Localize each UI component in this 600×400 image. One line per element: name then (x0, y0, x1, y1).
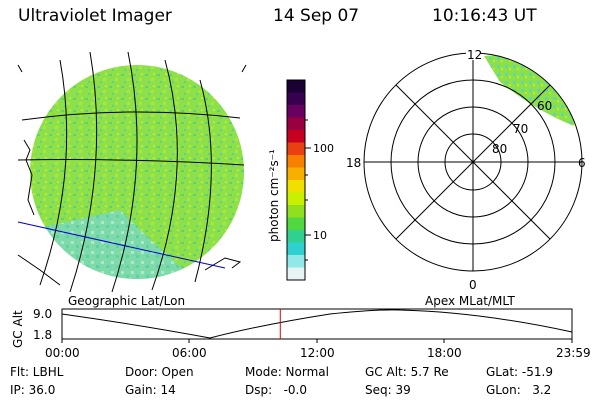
status-dsp: Dsp: -0.0 (245, 383, 308, 397)
colorbar-ticks (305, 119, 311, 261)
colorbar-swatch (287, 267, 305, 281)
altitude-y-bottom: 1.8 (33, 328, 52, 342)
altitude-x-ticks (61, 339, 573, 343)
status-gain: Gain: 14 (125, 383, 176, 397)
polar-mlt-plot: 12 18 6 0 60 70 80 (346, 48, 586, 292)
date-label: 14 Sep 07 (273, 6, 360, 26)
globe-coastline (23, 139, 35, 216)
colorbar-swatch (287, 130, 305, 143)
polar-aurora-oval (484, 55, 578, 126)
colorbar-swatch (287, 167, 305, 181)
mlat-label-80: 80 (492, 142, 507, 156)
right-panel-caption: Apex MLat/MLT (425, 294, 515, 308)
globe-meridians (39, 51, 212, 293)
colorbar-swatch (287, 142, 305, 156)
colorbar-swatch (287, 205, 305, 218)
mlt-label-0: 0 (469, 278, 477, 292)
x-tick-1800: 18:00 (427, 346, 462, 360)
colorbar-unit-label: photon cm⁻²s⁻¹ (267, 149, 281, 242)
altitude-plot: 9.0 1.8 GC Alt 00:00 06:00 12:00 18:00 2… (11, 307, 591, 360)
status-flt: Flt: LBHL (10, 365, 64, 379)
status-ip: IP: 36.0 (10, 383, 56, 397)
status-glat: GLat: -51.9 (486, 365, 553, 379)
colorbar-swatch (287, 217, 305, 231)
x-tick-0600: 06:00 (172, 346, 207, 360)
colorbar-tick-10: 10 (313, 229, 327, 242)
colorbar-swatch (287, 230, 305, 243)
colorbar-swatch (287, 92, 305, 106)
x-tick-2359: 23:59 (556, 346, 591, 360)
status-mode: Mode: Normal (245, 365, 329, 379)
mlat-label-70: 70 (513, 122, 528, 136)
x-tick-1200: 12:00 (300, 346, 335, 360)
left-panel-caption: Geographic Lat/Lon (68, 294, 185, 308)
altitude-y-label: GC Alt (11, 310, 25, 348)
altitude-y-top: 9.0 (33, 307, 52, 321)
altitude-plot-frame (61, 308, 573, 340)
mlat-label-60: 60 (537, 99, 552, 113)
colorbar-swatch (287, 80, 305, 93)
polar-diagonal-2 (395, 84, 551, 240)
colorbar (286, 79, 306, 281)
globe-parallels (17, 111, 245, 166)
globe-terminator-line (17, 221, 226, 269)
instrument-title: Ultraviolet Imager (18, 6, 172, 26)
time-label: 10:16:43 UT (432, 6, 537, 26)
colorbar-tick-100: 100 (313, 142, 334, 155)
status-glon: GLon: 3.2 (486, 383, 552, 397)
mlt-label-12: 12 (467, 48, 482, 62)
colorbar-swatch (287, 155, 305, 168)
status-gc-alt: GC Alt: 5.7 Re (365, 365, 449, 379)
mlt-label-18: 18 (346, 156, 361, 170)
colorbar-swatch (287, 192, 305, 206)
colorbar-swatch (287, 255, 305, 268)
colorbar-swatch (287, 180, 305, 193)
colorbar-swatch (287, 105, 305, 118)
colorbar-swatch (287, 117, 305, 131)
altitude-curve (61, 309, 573, 339)
mlt-label-6: 6 (578, 156, 586, 170)
geographic-globe-image (17, 51, 247, 293)
status-door: Door: Open (125, 365, 194, 379)
status-seq: Seq: 39 (365, 383, 411, 397)
x-tick-0000: 00:00 (45, 346, 80, 360)
colorbar-frame (286, 79, 306, 281)
colorbar-swatch (287, 242, 305, 256)
